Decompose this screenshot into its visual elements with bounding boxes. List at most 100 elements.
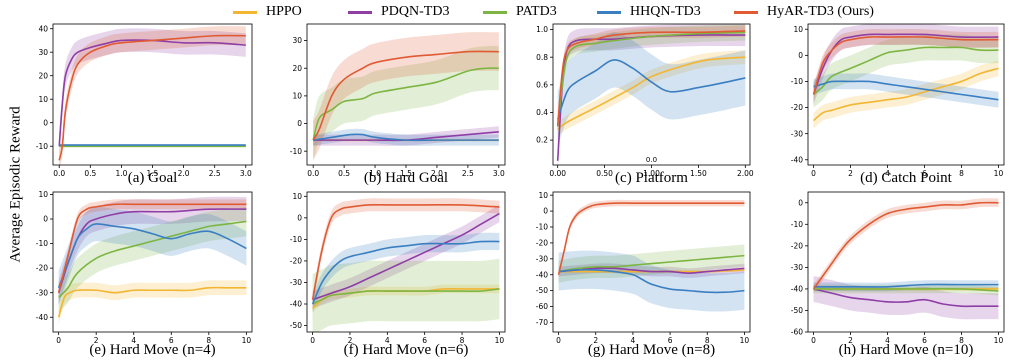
y-tick-label: -10 bbox=[791, 220, 803, 229]
legend-item-patd3: PATD3 bbox=[483, 3, 557, 21]
panel-caption: (f) Hard Move (n=6) bbox=[343, 342, 469, 358]
legend-swatch bbox=[597, 10, 621, 14]
x-tick-label: 1.50 bbox=[690, 169, 707, 178]
y-tick-label: 10 bbox=[38, 95, 48, 104]
x-tick-label: 0.50 bbox=[596, 169, 613, 178]
x-tick-label: 8 bbox=[206, 336, 211, 345]
y-tick-label: -30 bbox=[791, 129, 803, 138]
panel-caption: (c) Platform bbox=[615, 170, 688, 186]
plot-content bbox=[812, 198, 999, 320]
panel-caption: (b) Hard Goal bbox=[363, 170, 449, 186]
series-line-hhqn-td3 bbox=[813, 283, 999, 288]
y-tick-label: -20 bbox=[791, 103, 803, 112]
x-tick-label: 2 bbox=[848, 169, 853, 178]
legend: HPPO PDQN-TD3 PATD3 HHQN-TD3 HyAR-TD3 (Ours) bbox=[0, 0, 1009, 24]
confidence-band-pdqn-td3 bbox=[59, 28, 246, 158]
x-tick-label: 0.00 bbox=[549, 169, 566, 178]
x-tick-label: 10 bbox=[495, 336, 505, 345]
axes-frame bbox=[807, 191, 1005, 333]
x-tick-label: 0.5 bbox=[84, 169, 96, 178]
confidence-band-patd3 bbox=[813, 34, 999, 108]
confidence-band-hyar-td3 bbox=[312, 198, 500, 307]
chart-panel-8: 0 2 4 6 8 10 -60 -50 -40 -30 -20 -10 0 bbox=[791, 191, 1005, 345]
confidence-band-hyar-td3 bbox=[813, 29, 999, 103]
panel-caption: (g) Hard Move (n=8) bbox=[587, 342, 716, 358]
y-tick-label: 10 bbox=[793, 25, 803, 34]
x-tick-label: 0.0 bbox=[307, 169, 319, 178]
x-tick-label: 2.00 bbox=[737, 169, 754, 178]
plot-content bbox=[812, 24, 999, 129]
confidence-band-hhqn-td3 bbox=[312, 232, 500, 313]
plot-area bbox=[53, 192, 252, 332]
x-tick-label: 4 bbox=[885, 336, 890, 345]
plot-annotation: 0.0 bbox=[646, 156, 657, 164]
series-line-hyar-td3 bbox=[57, 203, 247, 293]
legend-swatch bbox=[348, 10, 372, 14]
x-tick-label: 3.0 bbox=[493, 169, 505, 178]
plot-content bbox=[311, 198, 500, 332]
y-tick-label: 40 bbox=[38, 24, 48, 33]
axes-frame bbox=[306, 191, 506, 333]
y-tick-label: -10 bbox=[290, 235, 302, 244]
series-line-patd3 bbox=[312, 67, 499, 141]
y-tick-label: -50 bbox=[791, 306, 803, 315]
x-tick-label: 0.0 bbox=[53, 169, 65, 178]
plot-content bbox=[556, 24, 746, 165]
series-line-patd3 bbox=[813, 287, 999, 292]
series-line-hhqn-td3 bbox=[813, 80, 999, 101]
x-tick-label: 2.5 bbox=[462, 169, 474, 178]
y-tick-label: 0 bbox=[798, 51, 803, 60]
series-line-pdqn-td3 bbox=[813, 288, 999, 308]
x-tick-label: 6 bbox=[169, 336, 174, 345]
confidence-band-pdqn-td3 bbox=[557, 24, 746, 165]
y-tick-label: -40 bbox=[536, 270, 548, 279]
y-tick-label: 0.4 bbox=[536, 108, 548, 117]
y-tick-label: -30 bbox=[791, 263, 803, 272]
series-line-hyar-td3 bbox=[556, 30, 746, 127]
y-tick-label: 20 bbox=[292, 64, 302, 73]
plot-area bbox=[808, 24, 1004, 165]
series-line-pdqn-td3 bbox=[812, 33, 999, 95]
y-tick-label: 30 bbox=[292, 36, 302, 45]
y-tick-label: -40 bbox=[290, 300, 302, 309]
series-line-pdqn-td3 bbox=[58, 39, 246, 147]
legend-swatch bbox=[233, 10, 257, 14]
series-line-hhqn-td3 bbox=[57, 223, 247, 289]
y-tick-label: -50 bbox=[536, 286, 548, 295]
x-tick-label: 10 bbox=[994, 169, 1004, 178]
legend-item-pdqn-td3: PDQN-TD3 bbox=[348, 3, 449, 21]
chart-panel-1: 0.0 0.5 1.0 1.5 2.0 2.5 3.0 -10 0 10 20 30 40 bbox=[36, 23, 253, 178]
y-tick-label: -10 bbox=[36, 142, 48, 151]
plot-content bbox=[557, 199, 745, 312]
series-line-hppo bbox=[557, 56, 746, 130]
y-tick-label: -30 bbox=[290, 278, 302, 287]
legend-label: HyAR-TD3 (Ours) bbox=[767, 4, 874, 19]
x-tick-label: 1.00 bbox=[643, 169, 660, 178]
chart-panel-4: 0 2 4 6 8 10 -40 -30 -20 -10 0 10 bbox=[791, 23, 1005, 178]
y-tick-label: 30 bbox=[38, 48, 48, 57]
series-line-hhqn-td3 bbox=[313, 133, 499, 142]
legend-label: HHQN-TD3 bbox=[630, 4, 701, 19]
x-tick-label: 2.0 bbox=[178, 169, 190, 178]
plot-area bbox=[808, 192, 1004, 332]
axes-frame bbox=[52, 191, 253, 333]
plot-area bbox=[307, 24, 505, 165]
x-tick-label: 2 bbox=[848, 336, 853, 345]
series-line-patd3 bbox=[556, 31, 746, 127]
axes-frame bbox=[807, 23, 1005, 166]
legend-swatch bbox=[483, 10, 507, 14]
chart-panel-6: 0 2 4 6 8 10 -50 -40 -30 -20 -10 0 10 bbox=[290, 191, 506, 345]
x-tick-label: 8 bbox=[705, 336, 710, 345]
y-tick-label: 20 bbox=[38, 71, 48, 80]
confidence-band-pdqn-td3 bbox=[58, 196, 247, 305]
panel-caption: (h) Hard Move (n=10) bbox=[838, 342, 974, 358]
confidence-band-hhqn-td3 bbox=[313, 128, 499, 146]
series-line-hppo bbox=[813, 67, 999, 122]
chart-panel-5: 0 2 4 6 8 10 -40 -30 -20 -10 0 10 bbox=[36, 190, 253, 345]
y-tick-label: -40 bbox=[36, 313, 48, 322]
y-tick-label: -20 bbox=[36, 264, 48, 273]
y-tick-label: 10 bbox=[292, 192, 302, 201]
series-line-pdqn-td3 bbox=[312, 212, 500, 301]
y-tick-label: 0 bbox=[43, 215, 48, 224]
chart-panel-2: 0.0 0.5 1.0 1.5 2.0 2.5 3.0 -10 0 10 20 30 bbox=[290, 23, 506, 178]
